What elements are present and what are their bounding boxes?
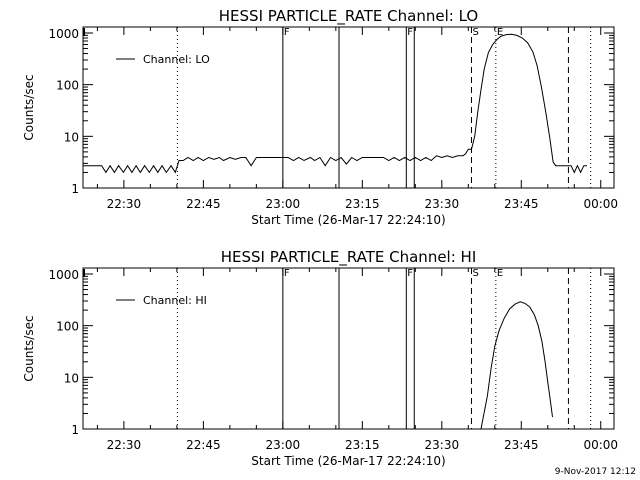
- event-marker-label: F: [407, 268, 413, 279]
- x-tick-label: 23:00: [266, 197, 301, 211]
- series-line: [480, 301, 553, 430]
- x-tick-label: 23:45: [504, 438, 539, 452]
- event-marker-label: F: [284, 268, 290, 279]
- chart-title: HESSI PARTICLE_RATE Channel: HI: [221, 248, 477, 267]
- y-tick-label: 10: [64, 130, 79, 144]
- hi-channel-panel: HESSI PARTICLE_RATE Channel: HI Counts/se…: [22, 248, 618, 468]
- legend-label: Channel: LO: [143, 53, 210, 66]
- y-tick-label: 10: [64, 371, 79, 385]
- event-marker-label: S: [472, 268, 478, 279]
- x-tick-label: 22:30: [107, 197, 142, 211]
- event-marker-label: F: [407, 27, 413, 38]
- x-tick-label: 00:00: [583, 438, 618, 452]
- y-tick-label: 100: [56, 320, 79, 334]
- event-marker-label: F: [284, 27, 290, 38]
- x-axis-label: Start Time (26-Mar-17 22:24:10): [251, 213, 445, 227]
- event-marker-label: E: [497, 268, 503, 279]
- y-tick-label: 100: [56, 79, 79, 93]
- plot-frame: [82, 267, 615, 430]
- legend-label: Channel: HI: [143, 294, 207, 307]
- x-tick-label: 22:45: [186, 438, 221, 452]
- y-tick-label: 1000: [48, 268, 79, 282]
- plot-frame: [82, 26, 615, 189]
- x-axis-label: Start Time (26-Mar-17 22:24:10): [251, 454, 445, 468]
- x-tick-label: 22:30: [107, 438, 142, 452]
- event-marker-label: S: [472, 27, 478, 38]
- y-axis-label: Counts/sec: [22, 74, 36, 140]
- chart-title: HESSI PARTICLE_RATE Channel: LO: [219, 7, 478, 26]
- x-tick-label: 22:45: [186, 197, 221, 211]
- x-tick-label: 23:15: [345, 438, 380, 452]
- y-tick-label: 1: [71, 182, 79, 196]
- x-tick-label: 23:30: [425, 438, 460, 452]
- footer-date: 9-Nov-2017 12:12: [555, 467, 636, 477]
- x-tick-label: 23:45: [504, 197, 539, 211]
- lo-channel-panel: HESSI PARTICLE_RATE Channel: LO Counts/se…: [22, 7, 618, 227]
- x-tick-label: 23:15: [345, 197, 380, 211]
- x-tick-label: 00:00: [583, 197, 618, 211]
- y-axis-label: Counts/sec: [22, 315, 36, 381]
- x-tick-label: 23:30: [425, 197, 460, 211]
- event-marker-label: E: [497, 27, 503, 38]
- x-tick-label: 23:00: [266, 438, 301, 452]
- series-line: [83, 33, 587, 174]
- y-tick-label: 1: [71, 423, 79, 437]
- y-tick-label: 1000: [48, 27, 79, 41]
